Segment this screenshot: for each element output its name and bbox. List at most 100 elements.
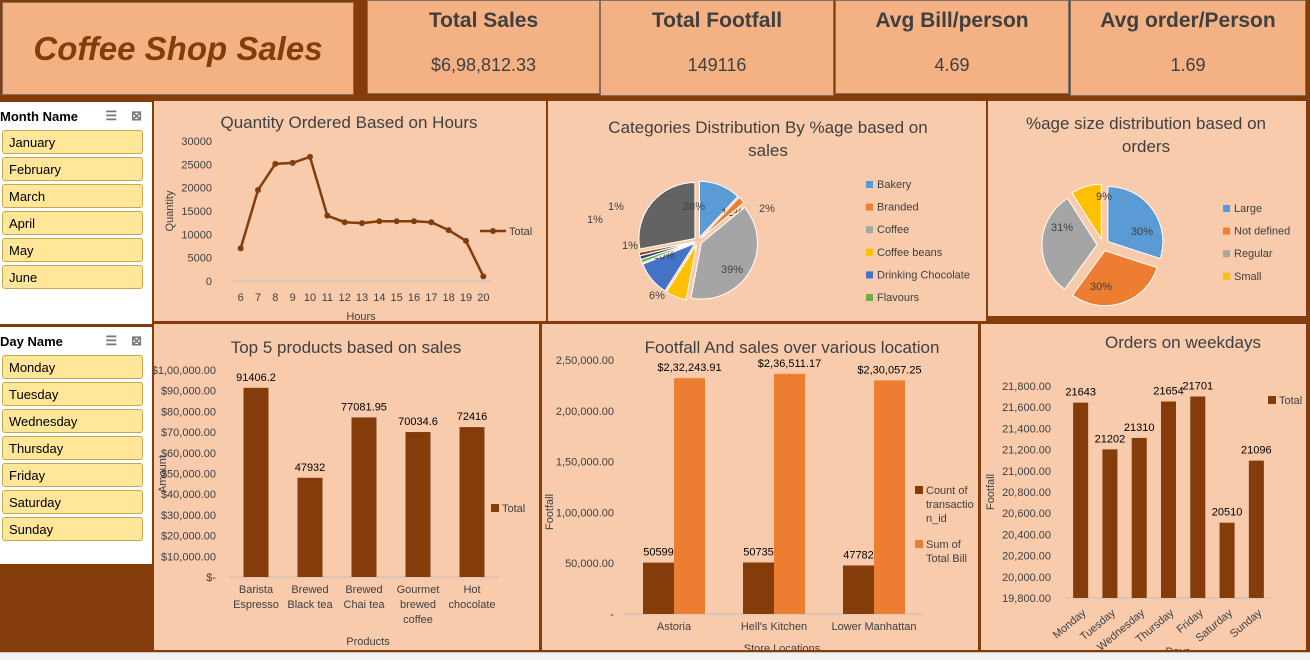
slice-label: 2% xyxy=(759,203,775,215)
weekdays-bar-chart: Orders on weekdays 19,800.00 20,000.00 20,2… xyxy=(985,333,1302,658)
legend-label: Coffee beans xyxy=(877,247,943,259)
bar xyxy=(405,432,431,577)
day-item-saturday[interactable]: Saturday xyxy=(2,490,143,514)
data-label: 47932 xyxy=(295,462,326,474)
bar xyxy=(874,380,905,614)
slice-label: 1% xyxy=(587,214,603,226)
legend-label: Total xyxy=(509,226,532,238)
bar xyxy=(1248,460,1264,598)
pie-slice xyxy=(1107,185,1164,260)
y-tick-label: $90,000.00 xyxy=(161,386,216,398)
kpi-avg-bill: Avg Bill/person 4.69 xyxy=(835,0,1069,94)
legend-swatch xyxy=(866,181,873,188)
day-item-thursday[interactable]: Thursday xyxy=(2,436,143,460)
chart-title: %age size distribution based on xyxy=(1026,114,1266,133)
slice-label: 30% xyxy=(1131,226,1153,238)
bar xyxy=(643,562,674,614)
chart-title: Categories Distribution By %age based on xyxy=(608,118,927,137)
month-slicer-title: Month Name xyxy=(0,108,78,124)
legend-swatch xyxy=(1223,250,1230,258)
day-item-friday[interactable]: Friday xyxy=(2,463,143,487)
bar xyxy=(743,562,774,614)
chart-title: sales xyxy=(748,141,788,160)
legend-label: Not defined xyxy=(1234,226,1290,238)
y-tick-label: 21,800.00 xyxy=(1002,381,1051,393)
data-point xyxy=(411,218,417,225)
series-line-total xyxy=(239,155,485,277)
pie-slice xyxy=(700,196,745,239)
bar xyxy=(1131,437,1147,598)
slice-label: 9% xyxy=(1096,191,1112,203)
x-tick-label: Brewed xyxy=(345,584,382,596)
x-tick-label: Hot xyxy=(463,584,480,596)
y-tick-label: 2,00,000.00 xyxy=(556,406,614,418)
legend-swatch xyxy=(1223,272,1230,280)
legend-label: Total xyxy=(1279,395,1302,407)
x-tick-label: brewed xyxy=(400,599,436,611)
clear-filter-icon[interactable]: ⊠ xyxy=(131,333,142,348)
hours-line-chart: Quantity Ordered Based on Hours 0 5000 1000… xyxy=(164,113,532,323)
legend-swatch xyxy=(915,486,923,494)
y-axis-title: Footfall xyxy=(544,494,556,530)
y-tick-label: 30000 xyxy=(181,136,212,148)
y-tick-label: $70,000.00 xyxy=(161,427,216,439)
y-tick-label: 20,600.00 xyxy=(1002,508,1051,520)
kpi-avg-order-title: Avg order/Person xyxy=(1100,9,1276,32)
bar xyxy=(459,427,485,577)
kpi-total-footfall-title: Total Footfall xyxy=(651,9,783,32)
kpi-avg-bill-value: 4.69 xyxy=(934,55,970,75)
pie-slice xyxy=(642,242,697,292)
x-tick-label: Sunday xyxy=(1228,607,1265,640)
legend-label: Count of xyxy=(926,485,969,497)
sheet-tab-strip[interactable] xyxy=(0,652,1310,660)
slice-label: 6% xyxy=(649,290,665,302)
pie-slice xyxy=(690,206,758,300)
x-tick-label: 19 xyxy=(460,292,472,304)
x-tick-label: Hell's Kitchen xyxy=(741,621,807,633)
y-tick-label: 21,600.00 xyxy=(1002,402,1051,414)
day-item-tuesday[interactable]: Tuesday xyxy=(2,382,143,406)
data-label: 21701 xyxy=(1182,380,1213,392)
slice-label: 28% xyxy=(683,201,705,213)
legend-swatch xyxy=(1223,227,1230,235)
multi-select-icon[interactable]: ☰ xyxy=(105,108,118,123)
day-item-wednesday[interactable]: Wednesday xyxy=(2,409,143,433)
kpi-avg-order: Avg order/Person 1.69 xyxy=(1070,0,1306,96)
slice-label: 39% xyxy=(721,264,743,276)
y-axis-title: Quantity xyxy=(164,190,176,231)
month-item-march[interactable]: March xyxy=(2,184,143,208)
slice-label: 30% xyxy=(1090,281,1112,293)
month-item-may[interactable]: May xyxy=(2,238,143,262)
x-tick-label: chocolate xyxy=(448,599,495,611)
y-tick-label: - xyxy=(610,609,614,621)
month-item-january[interactable]: January xyxy=(2,130,143,154)
legend-label: Bakery xyxy=(877,179,912,191)
legend-swatch xyxy=(491,504,499,512)
chart-title: Footfall And sales over various location xyxy=(645,338,940,357)
data-label: 77081.95 xyxy=(341,401,387,413)
month-slicer: Month Name ☰ ⊠ January February March Ap… xyxy=(0,102,152,324)
kpi-avg-bill-title: Avg Bill/person xyxy=(875,9,1029,32)
bar xyxy=(1219,522,1235,598)
multi-select-icon[interactable]: ☰ xyxy=(105,333,118,348)
data-point xyxy=(480,273,487,280)
day-item-sunday[interactable]: Sunday xyxy=(2,517,143,541)
month-item-april[interactable]: April xyxy=(2,211,143,235)
day-item-monday[interactable]: Monday xyxy=(2,355,143,379)
legend-swatch xyxy=(866,271,873,279)
legend-label: Coffee xyxy=(877,224,909,236)
y-tick-label: 5000 xyxy=(188,253,212,265)
bar xyxy=(243,387,269,577)
data-label: 21654 xyxy=(1153,385,1184,397)
y-axis-title: Amount xyxy=(157,455,169,493)
month-item-february[interactable]: February xyxy=(2,157,143,181)
y-axis-title: Footfall xyxy=(985,474,997,510)
month-slicer-icons: ☰ ⊠ xyxy=(105,108,152,124)
slice-label: 1% xyxy=(608,201,624,213)
day-slicer: Day Name ☰ ⊠ Monday Tuesday Wednesday Th… xyxy=(0,327,152,564)
month-item-june[interactable]: June xyxy=(2,265,143,289)
clear-filter-icon[interactable]: ⊠ xyxy=(131,108,142,123)
y-tick-label: 20,400.00 xyxy=(1002,529,1051,541)
y-tick-label: 20,000.00 xyxy=(1002,572,1051,584)
x-tick-label: 11 xyxy=(322,292,333,304)
